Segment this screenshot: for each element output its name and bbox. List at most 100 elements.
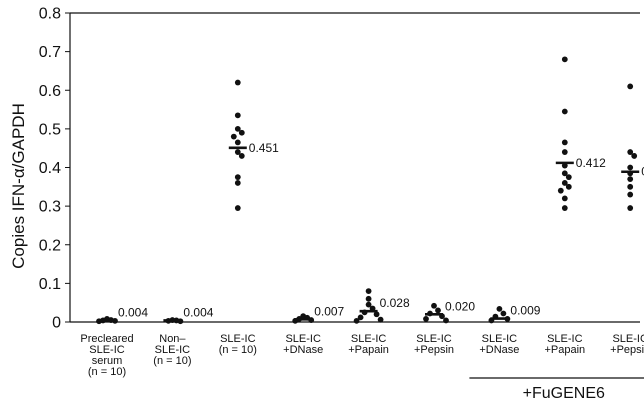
- category-labels: Precleared SLE-IC serum (n = 10)Non– SLE-IC(…: [80, 333, 644, 378]
- category-line: SLE-IC: [351, 333, 387, 345]
- category-line: Precleared: [80, 333, 133, 345]
- y-tick-label: 0: [52, 315, 61, 332]
- data-point: [373, 311, 380, 318]
- data-point: [627, 183, 634, 190]
- category-line: SLE-IC: [155, 344, 191, 356]
- category-line: serum: [92, 355, 123, 367]
- category-line: SLE-IC: [547, 333, 583, 345]
- data-point: [365, 288, 372, 294]
- y-axis-label: Copies IFN-α/GAPDH: [9, 103, 28, 269]
- data-point: [431, 302, 437, 309]
- y-tick-label: 0.8: [39, 6, 61, 23]
- category-line: SLE-IC: [482, 333, 518, 345]
- data-point: [565, 174, 572, 181]
- data-point: [365, 301, 372, 308]
- data-point: [561, 56, 568, 63]
- category-n: (n = 10): [219, 344, 257, 356]
- data-point: [443, 317, 449, 324]
- y-tick-label: 0.7: [39, 44, 61, 61]
- category-line: +DNase: [479, 344, 519, 356]
- data-point: [423, 316, 429, 322]
- data-point: [627, 191, 634, 198]
- category-n: (n = 10): [88, 366, 126, 378]
- group-2: 0.451: [228, 79, 279, 211]
- data-point: [627, 164, 634, 171]
- data-point: [234, 180, 241, 186]
- data-point: [230, 133, 237, 140]
- data-point: [234, 149, 241, 155]
- data-point: [561, 205, 568, 211]
- category-label: SLE-IC +Papain: [348, 333, 389, 356]
- data-point: [561, 180, 568, 186]
- data-point: [234, 174, 241, 181]
- mean-label: 0.004: [183, 305, 213, 319]
- data-point: [627, 149, 634, 155]
- category-line: Non–: [159, 333, 186, 345]
- data-point: [631, 153, 638, 159]
- category-line: +Pepsin: [610, 344, 644, 356]
- category-line: SLE-IC: [89, 344, 125, 356]
- category-label: SLE-IC +DNase: [479, 333, 519, 356]
- y-tick-label: 0.3: [39, 199, 61, 216]
- category-line: SLE-IC: [416, 333, 452, 345]
- data-point: [561, 139, 568, 146]
- group-7: 0.412: [555, 56, 606, 211]
- group-6: 0.009: [488, 304, 541, 324]
- mean-label: 0.004: [118, 305, 148, 319]
- data-point: [496, 305, 503, 312]
- data-point: [561, 108, 568, 115]
- data-marks: 0.004 0.004 0.451 0.007 0.028 0.020 0.009 0.412…: [96, 56, 644, 325]
- y-axis-ticks: 0 0.1 0.2 0.3 0.4 0.5 0.6 0.7 0.8: [39, 6, 70, 332]
- y-tick-label: 0.6: [39, 83, 61, 100]
- category-label: SLE-IC (n = 10): [219, 333, 257, 356]
- data-point: [435, 307, 441, 314]
- mean-label: 0.020: [445, 299, 475, 313]
- data-point: [238, 129, 245, 136]
- data-point: [234, 79, 241, 86]
- data-point: [238, 153, 245, 159]
- category-label: SLE-IC +DNase: [283, 333, 323, 356]
- mean-label: 0.451: [249, 141, 279, 155]
- category-line: +Papain: [348, 344, 389, 356]
- data-point: [561, 170, 568, 177]
- category-label: SLE-IC +Papain: [544, 333, 585, 356]
- data-point: [365, 295, 372, 302]
- group-1: 0.004: [163, 305, 214, 325]
- mean-label: 0.389: [641, 165, 644, 179]
- data-point: [557, 187, 564, 194]
- mean-label: 0.009: [510, 304, 540, 318]
- data-point: [565, 183, 572, 190]
- data-point: [627, 205, 634, 211]
- data-point: [353, 317, 360, 324]
- data-point: [627, 176, 634, 182]
- data-point: [627, 83, 634, 90]
- mean-label: 0.412: [576, 156, 606, 170]
- bracket-label: +FuGENE6: [523, 385, 605, 402]
- category-line: +DNase: [283, 344, 323, 356]
- category-label: Non– SLE-IC (n = 10): [153, 333, 191, 367]
- category-line: +Pepsin: [414, 344, 454, 356]
- mean-label: 0.028: [380, 296, 410, 310]
- category-line: SLE-IC: [285, 333, 321, 345]
- fugene6-bracket: +FuGENE6: [469, 377, 644, 402]
- y-tick-label: 0.1: [39, 276, 61, 293]
- y-tick-label: 0.4: [39, 160, 61, 177]
- axes: [69, 12, 640, 323]
- mean-label: 0.007: [314, 304, 344, 318]
- data-point: [561, 149, 568, 155]
- data-point: [234, 205, 241, 211]
- group-0: 0.004: [96, 305, 148, 325]
- data-point: [234, 112, 241, 119]
- group-5: 0.020: [423, 299, 475, 324]
- category-label: SLE-IC+Pepsin: [610, 333, 644, 356]
- category-line: SLE-IC: [612, 333, 644, 345]
- y-tick-label: 0.2: [39, 237, 61, 254]
- data-point: [357, 314, 364, 321]
- y-tick-label: 0.5: [39, 121, 61, 138]
- group-4: 0.028: [353, 288, 410, 324]
- category-label: SLE-IC+Pepsin: [414, 333, 454, 356]
- data-point: [377, 316, 384, 323]
- group-3: 0.007: [292, 304, 345, 324]
- data-point: [234, 139, 241, 146]
